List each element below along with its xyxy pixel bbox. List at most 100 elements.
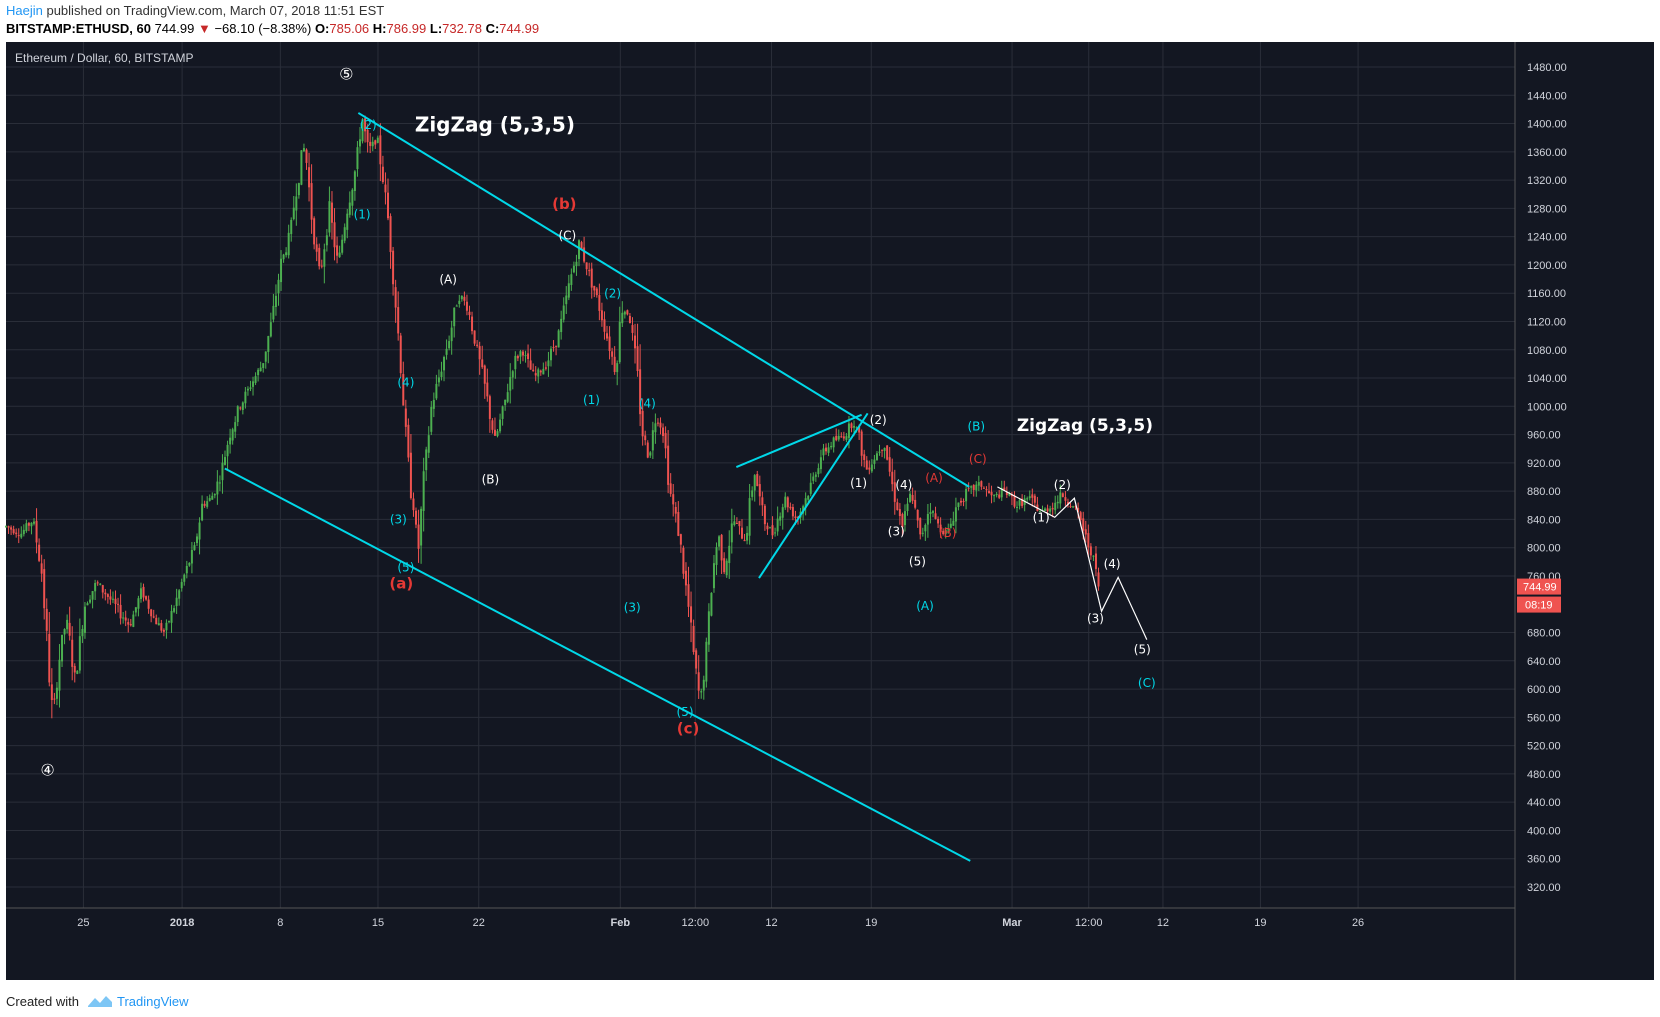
y-tick-label: 1480.00 — [1527, 62, 1567, 74]
candle-body — [781, 507, 784, 518]
candle-body — [229, 437, 232, 445]
candle-body — [725, 560, 728, 576]
tradingview-link[interactable]: TradingView — [117, 994, 189, 1009]
candle-body — [613, 356, 616, 372]
candle-body — [78, 636, 81, 671]
candle-body — [465, 301, 468, 311]
candle-body — [50, 684, 53, 701]
candle-body — [730, 523, 733, 543]
candle-body — [73, 666, 76, 673]
candle-body — [521, 351, 524, 356]
candle-body — [437, 377, 440, 383]
candle-body — [71, 639, 74, 667]
candle-body — [626, 310, 629, 315]
candle-body — [308, 167, 311, 188]
candle-body — [376, 137, 379, 143]
candle-body — [710, 592, 713, 616]
candle-body — [1054, 502, 1057, 511]
candle-body — [776, 518, 779, 532]
candle-body — [448, 341, 451, 349]
wave-label: (B) — [939, 526, 957, 540]
candle-body — [422, 471, 425, 511]
y-tick-label: 360.00 — [1527, 854, 1561, 866]
footer: Created with TradingView — [0, 986, 1660, 1017]
candle-body — [1003, 487, 1006, 491]
candle-body — [216, 481, 219, 495]
candle-body — [758, 484, 761, 497]
candle-body — [160, 623, 163, 631]
wave-label: ⑤ — [339, 65, 353, 84]
candle-body — [990, 491, 993, 496]
candle-body — [7, 526, 10, 528]
y-tick-label: 480.00 — [1527, 769, 1561, 781]
candle-body — [473, 330, 476, 344]
candle-body — [175, 597, 178, 607]
candle-body — [534, 373, 537, 376]
tradingview-logo-icon[interactable] — [86, 992, 114, 1010]
candle-body — [257, 369, 260, 376]
candle-body — [588, 270, 591, 272]
candle-body — [593, 285, 596, 291]
candle-body — [318, 247, 321, 267]
candle-body — [970, 486, 973, 488]
candle-body — [822, 448, 825, 456]
candle-body — [807, 496, 810, 500]
candle-body — [814, 474, 817, 477]
wave-label: (2) — [1054, 478, 1071, 492]
candle-body — [430, 407, 433, 432]
y-tick-label: 560.00 — [1527, 712, 1561, 724]
candle-body — [888, 457, 891, 472]
candle-body — [527, 353, 530, 360]
candle-body — [211, 495, 214, 500]
candle-body — [967, 487, 970, 489]
y-tick-label: 680.00 — [1527, 628, 1561, 640]
candle-body — [15, 532, 18, 535]
candle-body — [333, 222, 336, 248]
candle-body — [330, 202, 333, 223]
low-value: 732.78 — [442, 21, 482, 36]
candle-body — [954, 507, 957, 522]
wave-label: (A) — [439, 272, 457, 286]
candle-body — [463, 296, 466, 301]
candle-body — [825, 447, 828, 452]
candle-body — [386, 192, 389, 219]
candle-body — [139, 588, 142, 600]
candle-body — [539, 370, 542, 373]
candle-body — [369, 141, 372, 146]
candle-body — [524, 355, 527, 357]
candle-body — [310, 183, 313, 220]
candle-body — [965, 488, 968, 502]
candle-body — [1028, 496, 1031, 499]
grid-lines — [6, 42, 1515, 908]
candle-body — [259, 367, 262, 372]
author-link[interactable]: Haejin — [6, 3, 43, 18]
candle-body — [404, 408, 407, 427]
candle-body — [1069, 506, 1072, 508]
y-tick-label: 1120.00 — [1527, 316, 1566, 328]
candle-body — [239, 407, 242, 409]
candle-body — [998, 494, 1001, 498]
candle-body — [1008, 492, 1011, 496]
candle-body — [208, 498, 211, 501]
y-tick-label: 1160.00 — [1527, 288, 1566, 300]
candle-body — [646, 442, 649, 458]
candle-body — [155, 617, 158, 625]
x-tick-label: 25 — [77, 917, 89, 929]
candle-body — [86, 603, 89, 606]
wave-label: (1) — [354, 207, 371, 221]
candle-body — [137, 598, 140, 609]
candle-body — [180, 582, 183, 589]
y-tick-label: 1280.00 — [1527, 203, 1567, 215]
candle-body — [10, 527, 13, 530]
candle-body — [99, 583, 102, 585]
candle-body — [455, 305, 458, 307]
candle-body — [720, 534, 723, 561]
candle-body — [659, 422, 662, 428]
candle-body — [145, 596, 148, 600]
candle-body — [45, 608, 48, 631]
candle-body — [1016, 506, 1019, 508]
candle-body — [231, 429, 234, 441]
candle-body — [412, 498, 415, 511]
candle-body — [583, 247, 586, 262]
